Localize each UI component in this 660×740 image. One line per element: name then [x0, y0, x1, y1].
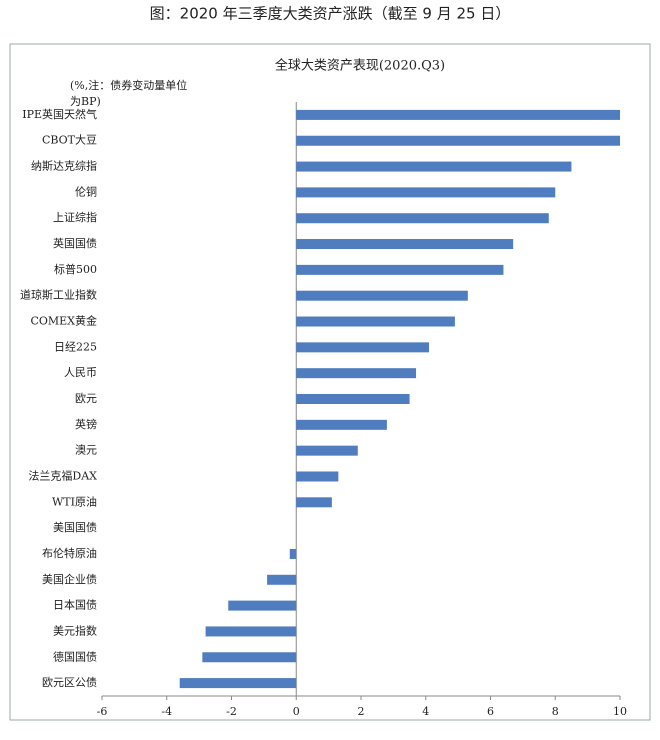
bar	[205, 626, 297, 637]
bar	[296, 264, 504, 275]
bar	[296, 342, 429, 353]
bar	[296, 135, 620, 146]
bar	[296, 161, 572, 172]
x-tick-label: 2	[358, 705, 365, 718]
x-tick-label: 4	[422, 705, 429, 718]
y-tick-label: CBOT大豆	[42, 133, 97, 147]
y-tick-label: 纳斯达克综指	[31, 159, 97, 173]
y-tick-label: WTI原油	[52, 494, 97, 508]
y-tick-label: 人民币	[64, 366, 97, 379]
bar	[267, 574, 297, 585]
bar	[296, 419, 387, 430]
x-tick-label: -6	[97, 705, 108, 718]
bar	[296, 497, 332, 508]
bar	[296, 239, 514, 250]
bar	[296, 368, 417, 379]
bar	[296, 394, 410, 404]
bar	[202, 652, 297, 663]
y-tick-label: 美国国债	[53, 520, 97, 534]
y-tick-label: 道琼斯工业指数	[20, 288, 97, 302]
y-tick-label: 法兰克福DAX	[28, 468, 97, 482]
y-tick-label: 美国企业债	[42, 572, 97, 586]
y-tick-label: 澳元	[75, 444, 97, 457]
y-tick-label: COMEX黄金	[30, 314, 97, 328]
y-tick-label: 欧元区公债	[42, 675, 97, 689]
frame	[9, 43, 651, 721]
y-tick-label: 标普500	[54, 262, 97, 276]
note: (%,注：债券变动量单位为BP)	[70, 79, 188, 108]
bar	[296, 109, 620, 120]
x-tick-label: 8	[552, 705, 559, 718]
x-tick-label: 6	[487, 705, 494, 718]
y-tick-label: 英国国债	[53, 236, 97, 250]
bar	[296, 290, 468, 301]
chart-title: 全球大类资产表现(2020.Q3)	[275, 58, 445, 74]
bar	[228, 600, 297, 611]
bar	[296, 445, 358, 456]
bar	[296, 316, 455, 327]
bar	[179, 678, 297, 689]
bar	[296, 187, 556, 198]
y-tick-label: 布伦特原油	[42, 546, 97, 560]
bar	[296, 471, 339, 482]
y-tick-label: 德国国债	[53, 649, 97, 663]
bar	[296, 213, 549, 224]
bar	[289, 548, 297, 559]
y-tick-label: 上证综指	[53, 210, 97, 224]
y-tick-label: 日本国债	[53, 598, 97, 612]
page-title: 图：2020 年三季度大类资产涨跌（截至 9 月 25 日）	[150, 5, 511, 23]
y-tick-label: 日经225	[54, 340, 97, 353]
x-tick-label: 10	[613, 705, 627, 718]
y-tick-label: 伦铜	[75, 184, 97, 198]
x-tick-label: -4	[161, 705, 172, 718]
y-tick-label: 欧元	[75, 392, 97, 405]
x-tick-label: -2	[226, 705, 237, 718]
y-tick-label: 美元指数	[53, 623, 97, 637]
x-tick-label: 0	[293, 705, 300, 718]
y-tick-label: IPE英国天然气	[22, 107, 97, 121]
y-tick-label: 英镑	[75, 417, 97, 431]
